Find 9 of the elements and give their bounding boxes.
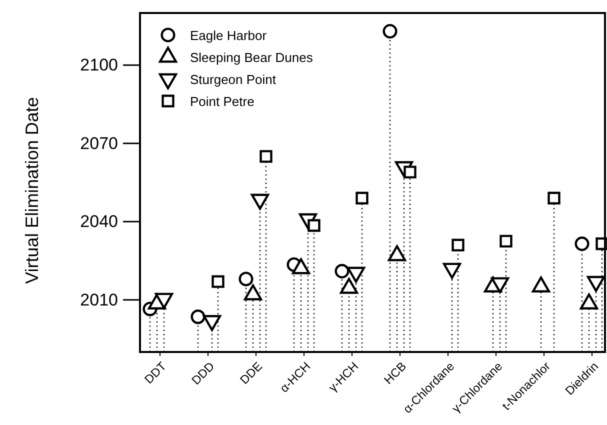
legend-label: Eagle Harbor — [190, 28, 268, 43]
y-tick-label: 2040 — [80, 212, 118, 232]
legend-label: Sleeping Bear Dunes — [190, 50, 314, 65]
y-tick-label: 2070 — [80, 134, 118, 153]
legend-label: Point Petre — [190, 94, 254, 109]
y-tick-label: 2010 — [80, 290, 118, 310]
y-axis-title: Virtual Elimination Date — [22, 97, 42, 284]
y-tick-label: 2100 — [80, 56, 118, 75]
legend-label: Sturgeon Point — [190, 72, 276, 87]
